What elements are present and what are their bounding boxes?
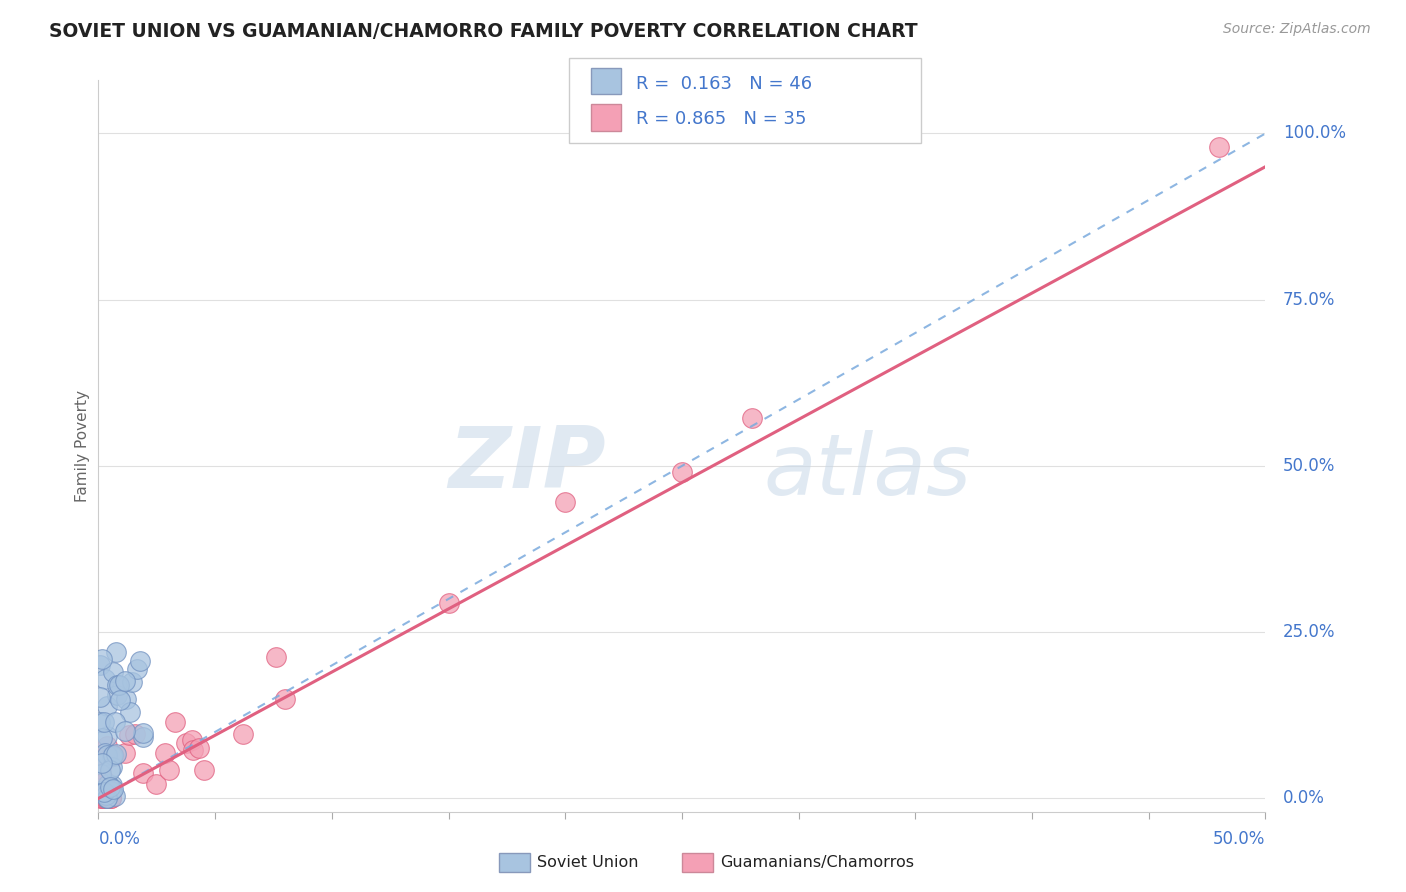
Point	[90, 756, 112, 771]
Point	[103, 749, 125, 764]
Point	[90, 791, 112, 805]
Point	[98, 791, 121, 805]
Text: 50.0%: 50.0%	[1282, 457, 1336, 475]
Point	[91, 731, 114, 745]
Point	[89, 757, 111, 772]
Point	[93, 714, 115, 729]
Point	[1208, 140, 1230, 154]
Point	[103, 782, 125, 797]
Point	[121, 674, 143, 689]
Point	[94, 773, 117, 788]
Point	[105, 645, 128, 659]
Point	[104, 789, 127, 804]
Point	[232, 727, 254, 741]
Point	[103, 714, 125, 729]
Point	[98, 750, 121, 764]
Point	[114, 724, 136, 739]
Text: Guamanians/Chamorros: Guamanians/Chamorros	[720, 855, 914, 870]
Point	[93, 784, 115, 798]
Text: atlas: atlas	[763, 430, 972, 513]
Text: R =  0.163   N = 46: R = 0.163 N = 46	[636, 75, 811, 93]
Point	[90, 762, 112, 776]
Point	[125, 662, 148, 676]
Point	[96, 739, 118, 753]
Point	[96, 748, 118, 763]
Point	[96, 791, 118, 805]
Point	[437, 596, 460, 610]
Point	[174, 736, 197, 750]
Point	[114, 674, 136, 689]
Point	[274, 691, 297, 706]
Point	[94, 791, 117, 805]
Point	[101, 759, 124, 773]
Point	[100, 778, 122, 792]
Point	[115, 691, 138, 706]
Point	[90, 791, 112, 805]
Point	[89, 714, 111, 729]
Text: 75.0%: 75.0%	[1282, 291, 1336, 309]
Point	[180, 733, 202, 747]
Text: 0.0%: 0.0%	[98, 830, 141, 848]
Point	[96, 698, 118, 713]
Point	[97, 791, 120, 805]
Point	[105, 678, 128, 692]
Text: Source: ZipAtlas.com: Source: ZipAtlas.com	[1223, 22, 1371, 37]
Point	[94, 788, 117, 802]
Point	[193, 763, 215, 777]
Point	[90, 766, 112, 780]
Point	[91, 651, 114, 665]
Point	[132, 726, 155, 740]
Point	[131, 766, 153, 780]
Text: Soviet Union: Soviet Union	[537, 855, 638, 870]
Point	[107, 688, 129, 702]
Point	[165, 714, 187, 729]
Point	[89, 690, 111, 704]
Point	[97, 777, 120, 791]
Point	[100, 791, 122, 805]
Point	[114, 747, 136, 761]
Point	[89, 658, 111, 673]
Text: 100.0%: 100.0%	[1282, 125, 1346, 143]
Point	[118, 728, 141, 742]
Point	[108, 677, 131, 691]
Point	[94, 746, 117, 760]
Point	[96, 791, 118, 805]
Point	[98, 780, 121, 794]
Point	[124, 726, 146, 740]
Point	[264, 650, 287, 665]
Point	[108, 692, 131, 706]
Point	[94, 672, 117, 686]
Text: ZIP: ZIP	[449, 423, 606, 506]
Text: 25.0%: 25.0%	[1282, 624, 1336, 641]
Text: SOVIET UNION VS GUAMANIAN/CHAMORRO FAMILY POVERTY CORRELATION CHART: SOVIET UNION VS GUAMANIAN/CHAMORRO FAMIL…	[49, 22, 918, 41]
Point	[671, 465, 693, 479]
Point	[103, 665, 125, 679]
Point	[157, 763, 180, 777]
Point	[100, 783, 122, 797]
Point	[91, 791, 114, 805]
Point	[188, 741, 211, 756]
Point	[554, 495, 576, 509]
Point	[105, 747, 128, 762]
Text: R = 0.865   N = 35: R = 0.865 N = 35	[636, 111, 806, 128]
Point	[96, 729, 118, 743]
Point	[118, 705, 141, 719]
Text: 0.0%: 0.0%	[1282, 789, 1324, 807]
Point	[100, 791, 122, 805]
Point	[98, 763, 121, 777]
Point	[129, 654, 152, 668]
Point	[90, 783, 112, 797]
Text: 50.0%: 50.0%	[1213, 830, 1265, 848]
Point	[101, 749, 124, 764]
Point	[96, 791, 118, 805]
Point	[101, 747, 124, 762]
Point	[153, 746, 176, 760]
Point	[145, 777, 167, 791]
Point	[181, 743, 204, 757]
Point	[132, 730, 155, 744]
Y-axis label: Family Poverty: Family Poverty	[75, 390, 90, 502]
Point	[741, 411, 763, 425]
